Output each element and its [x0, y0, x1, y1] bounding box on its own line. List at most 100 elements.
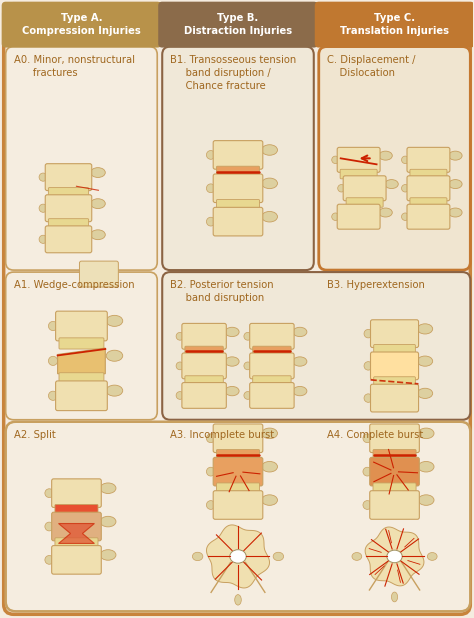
Text: B2. Posterior tension
     band disruption: B2. Posterior tension band disruption [170, 280, 274, 303]
Ellipse shape [39, 204, 47, 213]
Ellipse shape [176, 392, 184, 399]
FancyBboxPatch shape [373, 483, 416, 494]
FancyBboxPatch shape [182, 323, 226, 349]
FancyBboxPatch shape [340, 169, 377, 179]
FancyBboxPatch shape [407, 176, 450, 201]
Text: Type B.
Distraction Injuries: Type B. Distraction Injuries [184, 14, 292, 36]
FancyBboxPatch shape [185, 346, 223, 356]
Ellipse shape [418, 428, 434, 439]
Ellipse shape [48, 357, 58, 365]
FancyBboxPatch shape [217, 166, 260, 177]
FancyBboxPatch shape [52, 546, 101, 574]
Ellipse shape [448, 180, 462, 188]
Ellipse shape [401, 213, 409, 221]
Ellipse shape [262, 428, 277, 439]
FancyBboxPatch shape [80, 261, 118, 287]
Ellipse shape [244, 362, 252, 370]
FancyBboxPatch shape [158, 2, 318, 48]
Ellipse shape [100, 516, 116, 527]
Ellipse shape [91, 230, 105, 240]
FancyBboxPatch shape [337, 147, 380, 172]
FancyBboxPatch shape [185, 376, 223, 386]
FancyBboxPatch shape [253, 376, 291, 386]
Text: A4. Complete burst: A4. Complete burst [327, 430, 423, 440]
FancyBboxPatch shape [2, 2, 161, 48]
FancyBboxPatch shape [217, 483, 260, 494]
Ellipse shape [293, 386, 307, 396]
FancyBboxPatch shape [48, 188, 89, 198]
Ellipse shape [225, 357, 239, 366]
Ellipse shape [206, 501, 215, 509]
Ellipse shape [106, 350, 123, 362]
FancyBboxPatch shape [217, 449, 260, 460]
FancyBboxPatch shape [346, 198, 383, 207]
Ellipse shape [176, 362, 184, 370]
Text: B3. Hyperextension: B3. Hyperextension [327, 280, 425, 290]
Ellipse shape [225, 328, 239, 337]
Ellipse shape [48, 391, 58, 400]
Ellipse shape [45, 489, 54, 497]
Ellipse shape [91, 199, 105, 208]
Ellipse shape [428, 552, 437, 561]
Ellipse shape [262, 462, 277, 472]
FancyBboxPatch shape [213, 174, 263, 203]
FancyBboxPatch shape [48, 219, 89, 229]
FancyBboxPatch shape [370, 491, 419, 519]
Ellipse shape [392, 592, 398, 602]
FancyBboxPatch shape [55, 504, 98, 515]
Text: A0. Minor, nonstructural
      fractures: A0. Minor, nonstructural fractures [14, 54, 135, 78]
Ellipse shape [206, 434, 215, 442]
FancyBboxPatch shape [59, 373, 104, 384]
Ellipse shape [244, 332, 252, 340]
FancyBboxPatch shape [370, 424, 419, 452]
Ellipse shape [206, 467, 215, 476]
FancyBboxPatch shape [45, 164, 92, 190]
Polygon shape [58, 523, 94, 543]
FancyBboxPatch shape [371, 352, 419, 379]
Ellipse shape [100, 549, 116, 561]
Ellipse shape [192, 552, 203, 561]
FancyBboxPatch shape [370, 457, 419, 486]
Ellipse shape [379, 151, 392, 160]
FancyBboxPatch shape [410, 198, 447, 207]
FancyBboxPatch shape [45, 226, 92, 253]
Ellipse shape [106, 315, 123, 326]
Ellipse shape [100, 483, 116, 494]
Ellipse shape [206, 218, 215, 226]
FancyBboxPatch shape [217, 200, 260, 210]
Ellipse shape [206, 184, 215, 193]
FancyBboxPatch shape [343, 176, 386, 201]
Ellipse shape [262, 145, 277, 155]
FancyBboxPatch shape [55, 381, 107, 410]
Ellipse shape [235, 595, 241, 605]
Ellipse shape [45, 522, 54, 531]
Polygon shape [207, 525, 270, 588]
FancyBboxPatch shape [182, 353, 226, 379]
Ellipse shape [379, 208, 392, 217]
FancyBboxPatch shape [213, 424, 263, 452]
Text: B1. Transosseous tension
     band disruption /
     Chance fracture: B1. Transosseous tension band disruption… [170, 54, 296, 91]
Text: A2. Split: A2. Split [14, 430, 55, 440]
Polygon shape [58, 348, 105, 374]
Ellipse shape [39, 235, 47, 243]
Ellipse shape [39, 173, 47, 181]
Text: C. Displacement /
    Dislocation: C. Displacement / Dislocation [327, 54, 415, 78]
Ellipse shape [385, 180, 398, 188]
Ellipse shape [262, 495, 277, 506]
Ellipse shape [448, 151, 462, 160]
Ellipse shape [363, 434, 372, 442]
FancyBboxPatch shape [162, 46, 314, 270]
Ellipse shape [244, 392, 252, 399]
Ellipse shape [418, 495, 434, 506]
Ellipse shape [418, 356, 433, 366]
Ellipse shape [418, 324, 433, 334]
Ellipse shape [262, 211, 277, 222]
Ellipse shape [176, 332, 184, 340]
FancyBboxPatch shape [407, 147, 450, 172]
Ellipse shape [273, 552, 283, 561]
FancyBboxPatch shape [162, 272, 470, 420]
Ellipse shape [363, 501, 372, 509]
FancyBboxPatch shape [337, 204, 380, 229]
Polygon shape [365, 527, 424, 586]
FancyBboxPatch shape [4, 4, 470, 614]
